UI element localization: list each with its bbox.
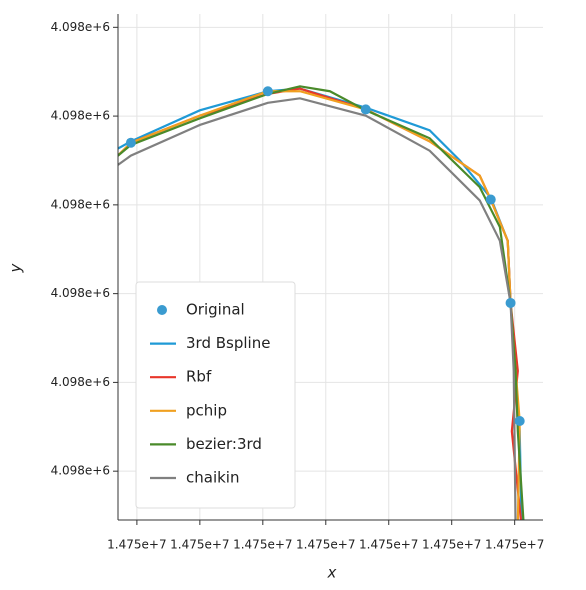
curve [118,97,517,520]
x-label: x [327,564,337,582]
x-tick-label: 1.475e+7 [359,538,418,552]
point [360,104,371,115]
y-tick-label: 4.098e+6 [51,375,110,389]
x-tick-label: 1.475e+7 [422,538,481,552]
legend-label: bezier:3rd [186,435,262,453]
point [125,137,136,148]
legend-label: 3rd Bspline [186,334,270,352]
point [505,297,516,308]
legend [135,281,296,509]
point [485,194,496,205]
x-tick-label: 1.475e+7 [170,538,229,552]
curve [118,85,525,520]
y-tick-label: 4.098e+6 [51,197,110,211]
y-tick-label: 4.098e+6 [51,20,110,34]
legend-label: chaikin [186,469,239,487]
x-tick-label: 1.475e+7 [296,538,355,552]
x-tick-label: 1.475e+7 [485,538,544,552]
x-tick-label: 1.475e+7 [233,538,292,552]
point [514,416,525,427]
y-tick-label: 4.098e+6 [51,464,110,478]
legend-label: Rbf [186,368,212,386]
x-tick-label: 1.475e+7 [107,538,166,552]
legend-marker [157,305,167,315]
y-tick-label: 4.098e+6 [51,286,110,300]
point [262,86,273,97]
legend-label: Original [186,301,245,319]
y-label: y [7,262,25,273]
y-tick-label: 4.098e+6 [51,109,110,123]
legend-label: pchip [186,401,227,419]
